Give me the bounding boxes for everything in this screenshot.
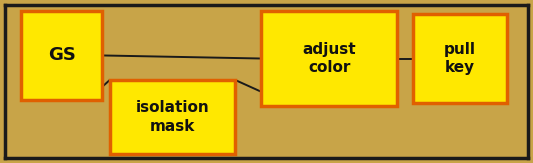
- FancyBboxPatch shape: [21, 11, 102, 100]
- FancyBboxPatch shape: [413, 14, 507, 103]
- Text: pull
key: pull key: [444, 42, 476, 75]
- Text: isolation
mask: isolation mask: [135, 100, 209, 133]
- Text: adjust
color: adjust color: [302, 42, 356, 75]
- Text: GS: GS: [48, 46, 76, 64]
- FancyBboxPatch shape: [261, 11, 397, 106]
- FancyBboxPatch shape: [110, 80, 235, 154]
